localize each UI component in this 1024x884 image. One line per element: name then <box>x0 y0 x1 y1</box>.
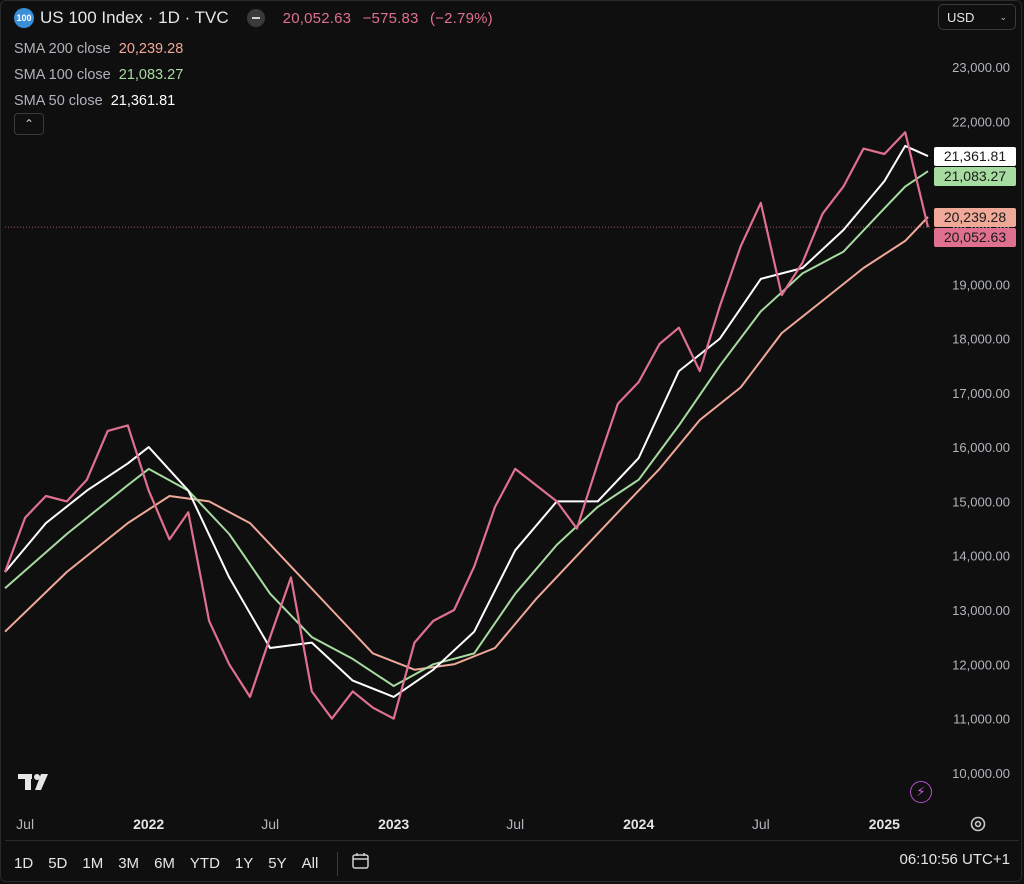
y-tick-label: 15,000.00 <box>952 494 1010 509</box>
x-tick-label: Jul <box>16 816 34 832</box>
x-tick-label: Jul <box>261 816 279 832</box>
range-button-all[interactable]: All <box>301 855 319 872</box>
legend-label: SMA 100 close <box>14 67 111 83</box>
clock[interactable]: 06:10:56 UTC+1 <box>899 851 1011 868</box>
price-tag: 20,052.63 <box>934 227 1016 247</box>
legend-item-sma200[interactable]: SMA 200 close 20,239.28 <box>14 36 183 62</box>
range-button-1y[interactable]: 1Y <box>234 855 254 872</box>
chevron-down-icon: ⌄ <box>999 11 1007 22</box>
series-line-sma-50-close <box>4 144 929 698</box>
x-tick-label: 2023 <box>378 816 409 832</box>
price-tag: 21,083.27 <box>934 166 1016 186</box>
calendar-range-icon[interactable] <box>350 850 372 877</box>
price-summary: 20,052.63 −575.83 (−2.79%) <box>283 10 500 27</box>
y-tick-label: 18,000.00 <box>952 332 1010 347</box>
y-tick-label: 22,000.00 <box>952 114 1010 129</box>
currency-select[interactable]: USD ⌄ <box>938 4 1016 30</box>
lightning-icon[interactable]: ⚡ <box>910 781 932 803</box>
y-tick-label: 17,000.00 <box>952 386 1010 401</box>
series-line-us-100-index <box>3 131 930 720</box>
legend-value: 20,239.28 <box>118 41 184 57</box>
x-tick-label: 2022 <box>133 816 164 832</box>
y-tick-label: 11,000.00 <box>953 712 1010 727</box>
range-button-1d[interactable]: 1D <box>14 855 34 872</box>
range-button-ytd[interactable]: YTD <box>189 855 220 872</box>
price-tag: 21,361.81 <box>934 146 1016 166</box>
chevron-up-icon: ⌃ <box>23 117 35 131</box>
legend-value: 21,083.27 <box>118 67 184 83</box>
y-tick-label: 23,000.00 <box>952 60 1010 75</box>
chart-header: 100 US 100 Index · 1D · TVC 20,052.63 −5… <box>14 6 500 30</box>
range-button-6m[interactable]: 6M <box>154 855 175 872</box>
range-buttons: 1D 5D 1M 3M 6M YTD 1Y 5Y All <box>14 850 372 877</box>
minus-icon <box>251 17 260 19</box>
legend-item-sma100[interactable]: SMA 100 close 21,083.27 <box>14 62 183 88</box>
range-button-3m[interactable]: 3M <box>118 855 140 872</box>
x-tick-label: 2024 <box>623 816 654 832</box>
toolbar-divider <box>5 840 1019 841</box>
legend-item-sma50[interactable]: SMA 50 close 21,361.81 <box>14 88 183 114</box>
y-tick-label: 16,000.00 <box>952 440 1010 455</box>
legend-value: 21,361.81 <box>110 93 176 109</box>
gear-icon[interactable] <box>968 814 988 839</box>
price-tag: 20,239.28 <box>934 207 1016 227</box>
range-button-1m[interactable]: 1M <box>82 855 104 872</box>
price-change: −575.83 <box>362 9 419 27</box>
x-tick-label: 2025 <box>869 816 900 832</box>
x-tick-label: Jul <box>506 816 524 832</box>
symbol-title[interactable]: US 100 Index · 1D · TVC <box>40 8 229 27</box>
x-tick-label: Jul <box>752 816 770 832</box>
price-change-percent: (−2.79%) <box>429 9 493 27</box>
indicator-legend: SMA 200 close 20,239.28 SMA 100 close 21… <box>14 36 183 114</box>
range-button-5d[interactable]: 5D <box>48 855 68 872</box>
tradingview-logo-icon[interactable] <box>18 772 52 797</box>
currency-label: USD <box>947 9 975 25</box>
legend-label: SMA 200 close <box>14 41 111 57</box>
collapse-header-button[interactable] <box>246 9 265 27</box>
last-price: 20,052.63 <box>282 9 352 27</box>
y-tick-label: 10,000.00 <box>952 766 1010 781</box>
legend-collapse-button[interactable]: ⌃ <box>14 113 44 135</box>
y-tick-label: 14,000.00 <box>952 549 1010 564</box>
y-tick-label: 19,000.00 <box>952 277 1010 292</box>
series-line-sma-100-close <box>4 170 929 687</box>
bottom-toolbar: 1D 5D 1M 3M 6M YTD 1Y 5Y All 06:10:56 UTC+1 <box>0 840 1024 884</box>
legend-label: SMA 50 close <box>14 93 103 109</box>
range-button-5y[interactable]: 5Y <box>268 855 287 872</box>
symbol-logo[interactable]: 100 <box>14 8 34 28</box>
y-tick-label: 13,000.00 <box>952 603 1010 618</box>
y-tick-label: 12,000.00 <box>952 657 1010 672</box>
range-separator <box>337 851 339 876</box>
